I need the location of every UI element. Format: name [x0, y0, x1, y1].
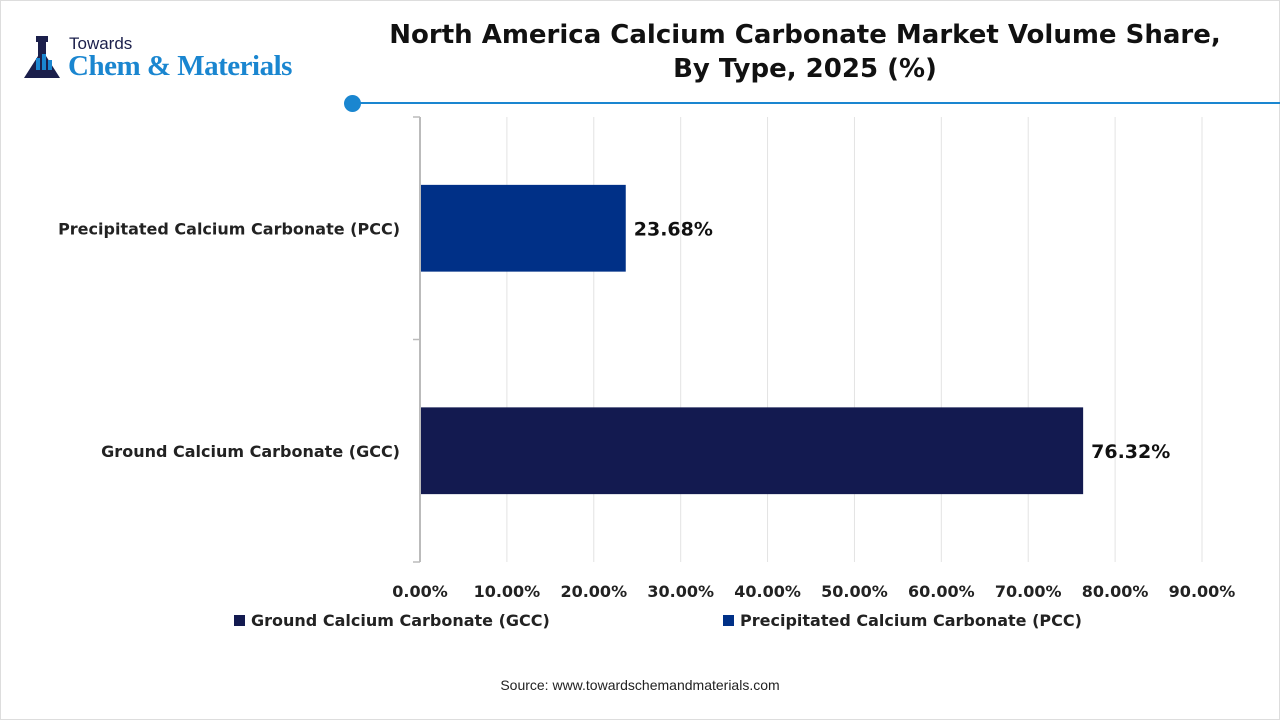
x-tick-label: 10.00% [474, 582, 541, 601]
x-tick-label: 70.00% [995, 582, 1062, 601]
title-line-1: North America Calcium Carbonate Market V… [389, 20, 1221, 50]
x-tick-label: 50.00% [821, 582, 888, 601]
flask-icon [24, 36, 60, 78]
title-line-2: By Type, 2025 (%) [673, 54, 937, 84]
x-tick-label: 90.00% [1169, 582, 1236, 601]
divider-dot [344, 95, 361, 112]
x-tick-label: 30.00% [647, 582, 714, 601]
x-tick-label: 80.00% [1082, 582, 1149, 601]
x-tick-label: 0.00% [392, 582, 448, 601]
brand-line1: Towards [69, 34, 133, 53]
x-tick-label: 20.00% [560, 582, 627, 601]
source-note: Source: www.towardschemandmaterials.com [500, 677, 780, 693]
legend-swatch-pcc [723, 615, 734, 626]
legend-item-gcc: Ground Calcium Carbonate (GCC) [234, 611, 550, 630]
x-tick-label: 40.00% [734, 582, 801, 601]
chart-title: North America Calcium Carbonate Market V… [360, 18, 1250, 86]
legend-item-pcc: Precipitated Calcium Carbonate (PCC) [723, 611, 1082, 630]
data-label: 23.68% [634, 218, 713, 240]
brand-line2: Chem & Materials [68, 50, 292, 82]
title-divider [352, 102, 1280, 104]
data-label: 76.32% [1091, 441, 1170, 463]
category-label: Precipitated Calcium Carbonate (PCC) [58, 219, 400, 238]
legend-label: Ground Calcium Carbonate (GCC) [251, 611, 550, 630]
legend-swatch-gcc [234, 615, 245, 626]
category-label: Ground Calcium Carbonate (GCC) [101, 442, 400, 461]
bar [421, 407, 1084, 495]
bar [421, 184, 626, 272]
x-tick-label: 60.00% [908, 582, 975, 601]
legend-label: Precipitated Calcium Carbonate (PCC) [740, 611, 1082, 630]
